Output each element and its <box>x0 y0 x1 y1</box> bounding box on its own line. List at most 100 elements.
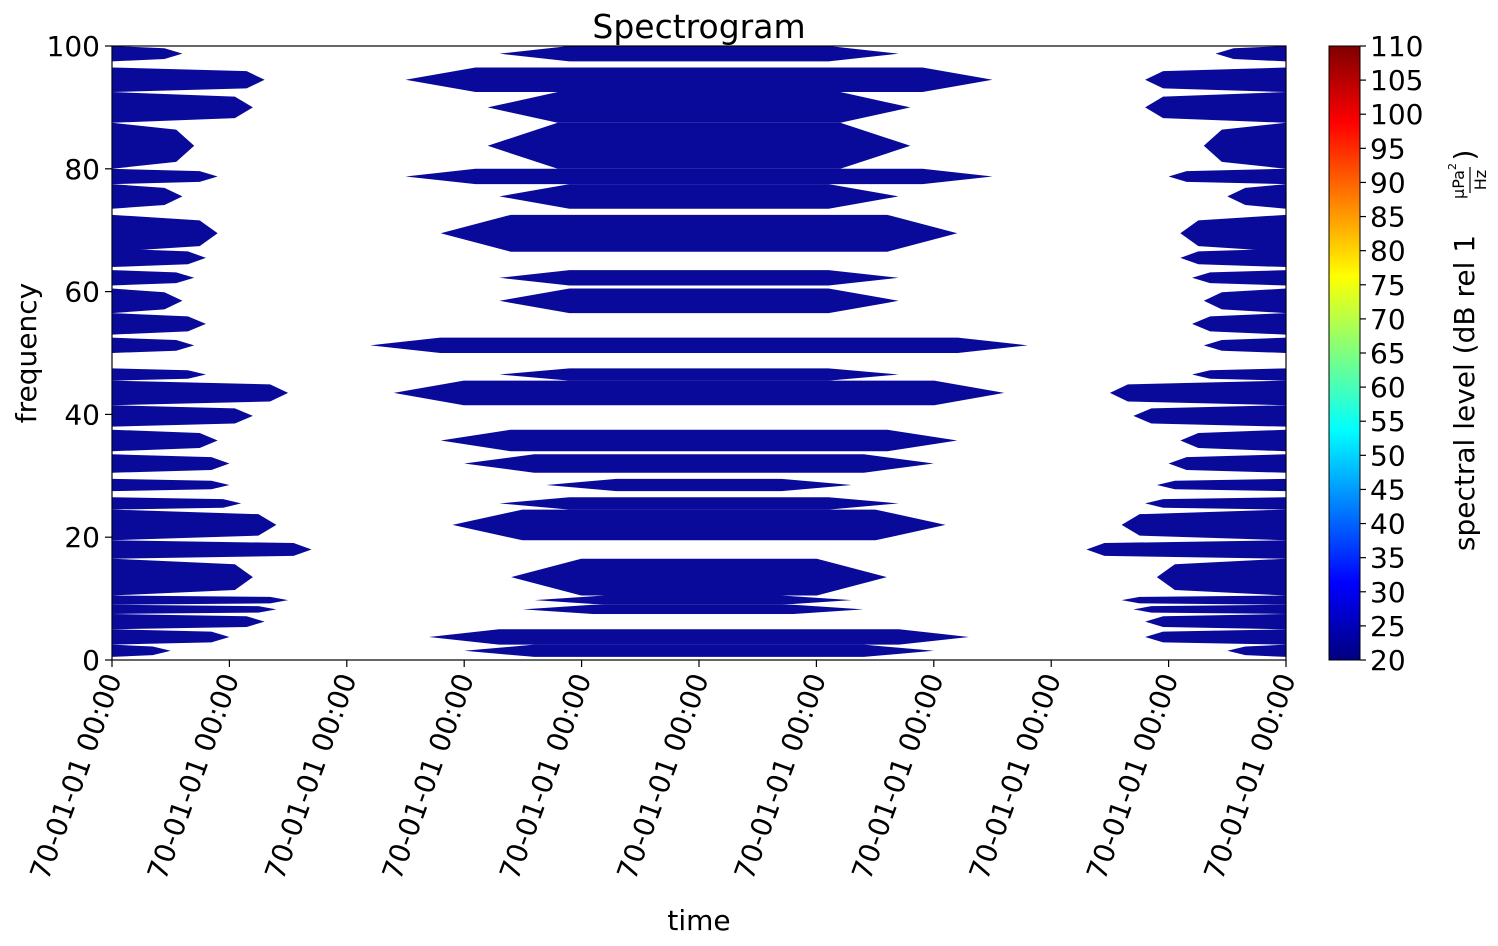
band-right-19 <box>1180 248 1286 268</box>
band-left-12 <box>112 405 253 427</box>
y-tick-label-80: 80 <box>64 153 100 186</box>
band-right-21 <box>1227 184 1286 209</box>
band-right-5 <box>1156 558 1286 596</box>
band-right-13 <box>1109 380 1286 406</box>
x-tick-label-8: 70-01-01 00:00 <box>963 669 1068 884</box>
band-center-25 <box>405 67 993 93</box>
x-tick-label-3: 70-01-01 00:00 <box>376 669 481 884</box>
band-center-26 <box>499 46 899 62</box>
colorbar-tick-label-60: 60 <box>1370 371 1406 404</box>
band-center-21 <box>499 184 899 209</box>
x-tick-label-1: 70-01-01 00:00 <box>141 669 246 884</box>
y-tick-label-20: 20 <box>64 521 100 554</box>
band-left-11 <box>112 429 218 452</box>
band-left-8 <box>112 497 242 510</box>
band-center-7 <box>452 509 946 541</box>
y-tick-label-100: 100 <box>47 30 100 63</box>
band-center-23 <box>487 122 911 169</box>
band-center-17 <box>499 288 899 314</box>
band-left-22 <box>112 168 218 185</box>
band-left-18 <box>112 270 195 286</box>
band-left-3 <box>112 604 277 614</box>
band-left-25 <box>112 67 265 93</box>
colorbar-tick-label-40: 40 <box>1370 508 1406 541</box>
band-right-11 <box>1180 429 1286 452</box>
band-right-25 <box>1145 67 1286 93</box>
spectrogram-bands <box>112 46 1286 657</box>
band-left-20 <box>112 214 218 252</box>
band-center-13 <box>393 380 1005 406</box>
band-right-10 <box>1168 454 1286 473</box>
colorbar-tick-label-30: 30 <box>1370 576 1406 609</box>
x-tick-label-7: 70-01-01 00:00 <box>845 669 950 884</box>
band-center-15 <box>370 337 1028 353</box>
band-left-21 <box>112 184 183 209</box>
colorbar-label-text: spectral level (dB rel 1 <box>1448 235 1481 551</box>
colorbar-tick-label-45: 45 <box>1370 473 1406 506</box>
band-center-5 <box>511 558 887 596</box>
band-right-9 <box>1156 478 1286 492</box>
band-center-24 <box>487 92 911 123</box>
band-left-13 <box>112 380 289 406</box>
band-right-17 <box>1203 288 1286 314</box>
x-tick-label-2: 70-01-01 00:00 <box>258 669 363 884</box>
x-axis: 70-01-01 00:00 70-01-01 00:00 70-01-01 00:… <box>23 660 1303 884</box>
colorbar-tick-label-35: 35 <box>1370 542 1406 575</box>
band-left-1 <box>112 629 230 645</box>
band-right-23 <box>1203 122 1286 169</box>
colorbar-label-close: ) <box>1448 150 1481 161</box>
colorbar-tick-label-80: 80 <box>1370 235 1406 268</box>
x-tick-label-10: 70-01-01 00:00 <box>1197 669 1302 884</box>
y-axis: 0 20 40 60 80 100 <box>47 30 112 677</box>
band-right-26 <box>1215 46 1286 62</box>
colorbar-tick-label-20: 20 <box>1370 644 1406 677</box>
colorbar-tick-label-55: 55 <box>1370 405 1406 438</box>
x-tick-label-4: 70-01-01 00:00 <box>493 669 598 884</box>
band-right-1 <box>1145 629 1286 645</box>
x-tick-label-5: 70-01-01 00:00 <box>610 669 715 884</box>
band-center-8 <box>499 497 899 510</box>
band-left-17 <box>112 288 183 314</box>
band-right-22 <box>1168 168 1286 185</box>
band-center-20 <box>440 214 958 252</box>
colorbar-tick-label-75: 75 <box>1370 269 1406 302</box>
colorbar-tick-label-65: 65 <box>1370 337 1406 370</box>
band-center-11 <box>440 429 958 452</box>
colorbar-label: spectral level (dB rel 1 μPa2 Hz ) <box>1446 150 1490 552</box>
band-right-12 <box>1133 405 1286 427</box>
band-right-4 <box>1121 595 1286 605</box>
band-left-15 <box>112 337 195 353</box>
colorbar-unit-numerator: μPa2 <box>1446 163 1468 199</box>
y-tick-label-0: 0 <box>82 644 100 677</box>
band-left-24 <box>112 92 253 123</box>
colorbar-tick-label-85: 85 <box>1370 201 1406 234</box>
band-left-19 <box>112 248 206 268</box>
band-right-24 <box>1145 92 1286 123</box>
colorbar: 2025303540455055606570758085909510010511… <box>1328 30 1490 677</box>
band-left-10 <box>112 454 230 473</box>
svg-text:spectral level (dB rel 1: spectral level (dB rel 1 <box>1448 235 1481 551</box>
x-axis-label: time <box>667 904 730 937</box>
band-left-14 <box>112 368 206 381</box>
band-center-14 <box>499 368 899 381</box>
colorbar-tick-label-90: 90 <box>1370 166 1406 199</box>
colorbar-tick-label-100: 100 <box>1370 98 1423 131</box>
band-center-10 <box>464 454 934 473</box>
band-center-22 <box>405 168 993 185</box>
band-left-6 <box>112 540 312 559</box>
band-right-14 <box>1192 368 1286 381</box>
band-left-2 <box>112 613 265 630</box>
band-center-3 <box>522 604 864 614</box>
colorbar-unit-denominator: Hz <box>1471 170 1490 190</box>
band-left-26 <box>112 46 183 62</box>
band-center-0 <box>464 644 934 657</box>
chart-title: Spectrogram <box>592 7 805 46</box>
band-center-18 <box>499 270 899 286</box>
band-center-9 <box>546 478 852 492</box>
x-tick-label-9: 70-01-01 00:00 <box>1080 669 1185 884</box>
colorbar-ticks: 2025303540455055606570758085909510010511… <box>1360 30 1423 677</box>
band-left-16 <box>112 313 206 335</box>
x-tick-label-6: 70-01-01 00:00 <box>728 669 833 884</box>
x-tick-label-0: 70-01-01 00:00 <box>23 669 128 884</box>
